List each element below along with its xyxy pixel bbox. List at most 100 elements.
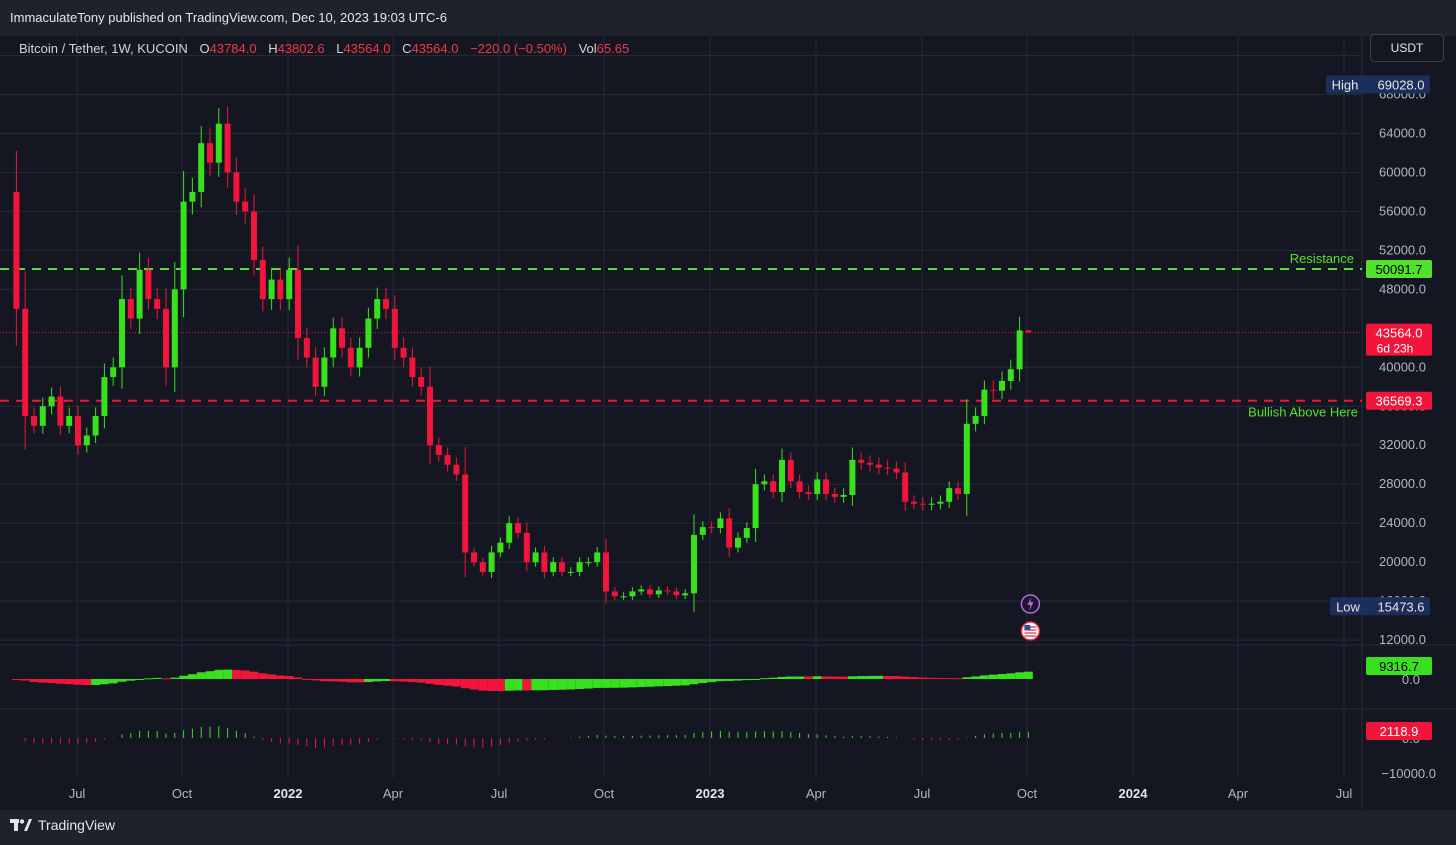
candle-body [911,501,917,504]
candle-body [990,389,997,391]
indicator-1-bar [848,676,857,679]
indicator-1-bar [751,679,760,680]
indicator-1-bar [320,679,329,682]
candle-body [849,459,856,495]
candle-body [981,389,988,417]
candle-body [312,357,319,387]
indicator-1-bar [707,679,716,683]
candle-body [823,479,829,494]
chart-area[interactable] [0,36,1456,810]
candle-body [946,488,953,502]
indicator-1-bar [337,679,347,682]
indicator-1-bar [663,679,672,687]
indicator-1-bar [161,678,171,680]
indicator-1-bar [20,679,30,681]
level-name: Resistance [1290,251,1354,266]
candle-body [638,589,645,592]
tradingview-logo-icon [10,819,32,831]
low-label: Low [1336,599,1360,614]
indicator-1-bar [443,679,452,686]
candle-body [233,172,240,202]
indicator-1-bar [698,679,708,684]
indicator-1-bar [196,672,206,679]
level-price-tag [1366,259,1432,278]
candle-body [805,492,812,494]
indicator-1-bar [293,677,303,679]
candle-body [180,201,187,290]
candle-body [893,468,900,473]
candle-body [515,523,521,533]
indicator-1-bar [355,679,364,683]
candle-body [691,534,697,594]
indicator-1-bar [425,679,435,684]
candle-body [743,528,750,538]
x-tick-label: 2023 [696,786,725,801]
indicator-1-tag [1366,657,1432,675]
indicator-1-bar [73,679,83,685]
candle-body [875,464,882,468]
high-value: 43802.6 [277,41,325,56]
last-price-tag [1366,323,1432,356]
indicator-1-bar [126,679,136,681]
candle-body [189,191,196,202]
candle-body [22,308,29,417]
indicator-1-value: 9316.7 [1379,659,1419,674]
indicator-1-bar [531,679,540,691]
footer-brand-text: TradingView [38,817,116,833]
candles [13,106,1032,612]
indicator-1-bar [672,679,681,686]
candle-body [242,201,249,212]
candle-body [955,488,961,494]
currency-button[interactable]: USDT [1370,34,1444,62]
indicator-1-bar [601,679,611,688]
indicator-2-min-label: −10000.0 [1381,766,1436,781]
indicator-1-bar [988,674,998,679]
indicator-1-bar [918,677,928,679]
candle-body [937,501,944,504]
candle-body [647,589,653,595]
indicator-1-bar [469,679,479,690]
candle-body [75,416,81,446]
indicator-1-bar [786,676,796,679]
tradingview-brand[interactable]: TradingView [10,817,115,833]
indicator-1-bar [716,679,725,682]
indicator-1-bar [460,679,470,689]
candle-body [488,552,495,572]
candle-body [603,552,609,592]
candle-body [1007,369,1014,381]
indicator-1-bar [135,679,144,680]
indicator-1-bar [249,671,259,679]
candle-body [664,590,671,592]
indicator-1-bar [372,679,382,682]
indicator-1-bar [584,679,593,689]
indicator-1-bar [170,677,180,679]
x-tick-label: Jul [491,786,508,801]
indicator-1-bar [856,676,866,679]
indicator-1-bar [795,676,804,679]
indicator-1-bar [399,679,408,682]
indicator-1-bar [971,676,980,679]
indicator-1-bar [496,679,505,692]
indicator-1-bar [434,679,444,685]
indicator-1-bar [557,679,567,690]
candle-body [462,474,469,553]
time-axis: Jul Oct 2022 Apr Jul Oct 2023 Apr Jul Oct 2024 Apr J… [69,786,1353,801]
indicator-1-bar [636,679,646,688]
candle-body [787,459,794,482]
indicator-1-bar [504,679,514,691]
candle-body [550,562,557,572]
candle-body [224,123,231,173]
indicator-1-bar [927,677,936,679]
candle-body [541,552,548,572]
indicator-1-bar [1006,673,1016,679]
candle-body [347,347,354,368]
y-tick-label: 56000.0 [1379,203,1426,218]
candle-body [418,377,425,387]
y-tick-label: 32000.0 [1379,437,1426,452]
grid [0,36,1456,810]
indicator-1-bar [865,675,875,679]
indicator-1-bar [64,679,74,685]
candle-body [409,357,416,378]
indicator-1-zero-label: 0.0 [1402,672,1420,687]
